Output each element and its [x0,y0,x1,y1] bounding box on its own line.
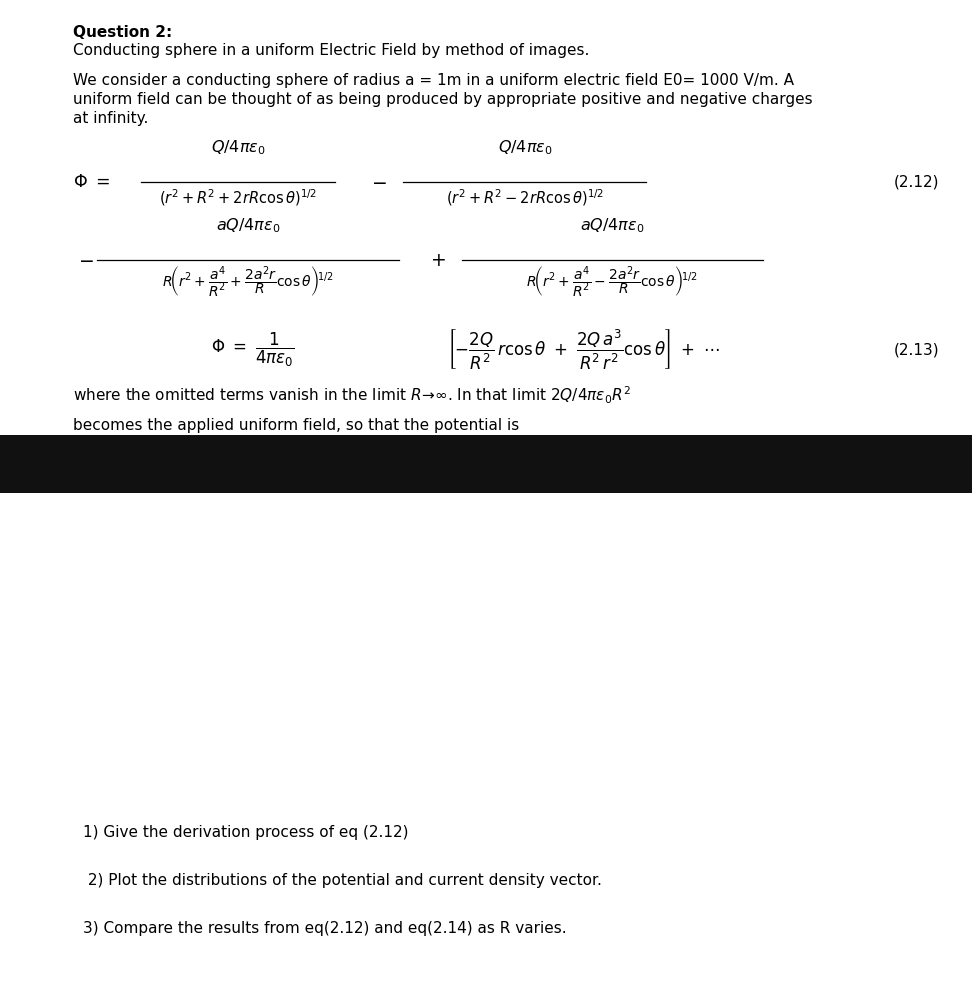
Text: $Q/4\pi\epsilon_0$: $Q/4\pi\epsilon_0$ [498,138,552,157]
Text: $R\!\left(r^2+\dfrac{a^4}{R^2}-\dfrac{2a^2r}{R}\cos\theta\right)^{\!1/2}$: $R\!\left(r^2+\dfrac{a^4}{R^2}-\dfrac{2a… [527,265,698,300]
Text: where the omitted terms vanish in the limit $R\!\to\!\infty$. In that limit $2Q/: where the omitted terms vanish in the li… [73,385,631,406]
Text: (2.14): (2.14) [894,458,940,473]
Text: $-$: $-$ [78,250,93,269]
Text: uniform field can be thought of as being produced by appropriate positive and ne: uniform field can be thought of as being… [73,92,813,107]
Text: $-$: $-$ [371,172,387,192]
Text: becomes the applied uniform field, so that the potential is: becomes the applied uniform field, so th… [73,418,519,433]
Text: $\Phi\ =\ -E_0\!\left(r - \dfrac{a^3}{r^2}\right)\!\cos\theta$: $\Phi\ =\ -E_0\!\left(r - \dfrac{a^3}{r^… [330,442,544,488]
Text: 3) Compare the results from eq(2.12) and eq(2.14) as R varies.: 3) Compare the results from eq(2.12) and… [83,921,567,936]
Text: (2.13): (2.13) [894,342,940,358]
Text: $(r^2 + R^2 - 2rR\cos\theta)^{1/2}$: $(r^2 + R^2 - 2rR\cos\theta)^{1/2}$ [446,187,604,208]
Text: 2) Plot the distributions of the potential and current density vector.: 2) Plot the distributions of the potenti… [83,873,602,888]
Text: $\Phi\ =\ \dfrac{1}{4\pi\epsilon_0}$: $\Phi\ =\ \dfrac{1}{4\pi\epsilon_0}$ [211,331,295,369]
Text: We consider a conducting sphere of radius a = 1m in a uniform electric field E0=: We consider a conducting sphere of radiu… [73,73,794,88]
Text: at infinity.: at infinity. [73,111,149,126]
FancyBboxPatch shape [0,435,972,493]
Text: $R\!\left(r^2+\dfrac{a^4}{R^2}+\dfrac{2a^2r}{R}\cos\theta\right)^{\!1/2}$: $R\!\left(r^2+\dfrac{a^4}{R^2}+\dfrac{2a… [162,265,333,300]
Text: Question 2:: Question 2: [73,25,172,40]
Text: $+$: $+$ [430,250,445,269]
Text: $\left[-\dfrac{2Q}{R^2}\,r\cos\theta\ +\ \dfrac{2Q\,a^3}{R^2\,r^2}\cos\theta\rig: $\left[-\dfrac{2Q}{R^2}\,r\cos\theta\ +\… [446,328,720,372]
Text: $Q/4\pi\epsilon_0$: $Q/4\pi\epsilon_0$ [211,138,265,157]
Text: $aQ/4\pi\epsilon_0$: $aQ/4\pi\epsilon_0$ [216,216,280,235]
Text: (2.12): (2.12) [894,174,940,190]
Text: $\Phi\ =$: $\Phi\ =$ [73,173,111,191]
Text: $(r^2 + R^2 + 2rR\cos\theta)^{1/2}$: $(r^2 + R^2 + 2rR\cos\theta)^{1/2}$ [159,187,317,208]
Text: 1) Give the derivation process of eq (2.12): 1) Give the derivation process of eq (2.… [83,825,408,840]
Text: Conducting sphere in a uniform Electric Field by method of images.: Conducting sphere in a uniform Electric … [73,43,589,58]
Text: $aQ/4\pi\epsilon_0$: $aQ/4\pi\epsilon_0$ [580,216,644,235]
